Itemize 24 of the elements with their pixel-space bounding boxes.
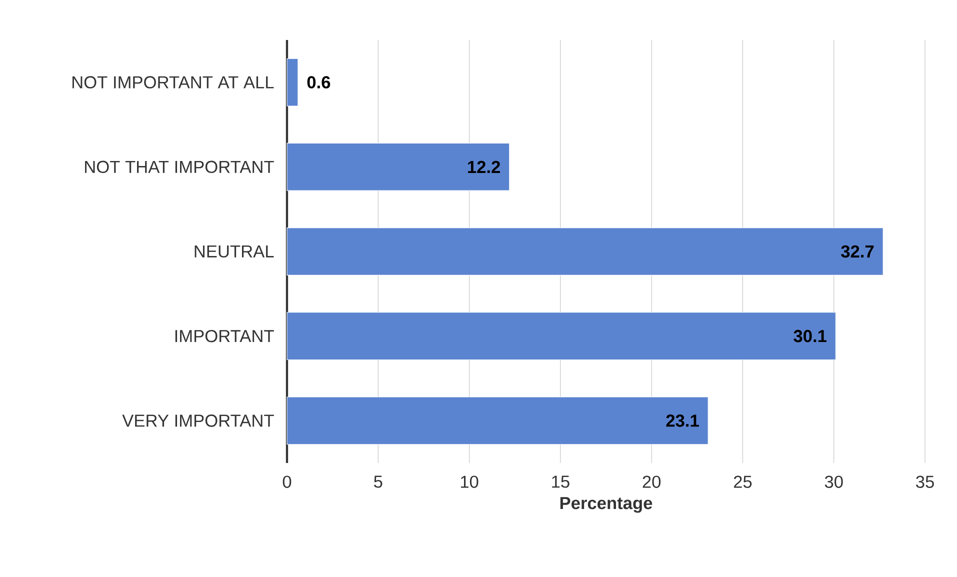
x-tick-label: 20	[642, 476, 661, 488]
x-tick-label: 15	[552, 476, 570, 488]
bar	[286, 58, 298, 106]
y-tick-label: VERY IMPORTANT	[122, 414, 274, 427]
bar	[286, 228, 884, 276]
x-tick-label: 5	[374, 476, 382, 488]
y-tick-label: NEUTRAL	[194, 245, 274, 258]
data-label: 30.1	[794, 330, 826, 342]
y-tick-label: IMPORTANT	[175, 330, 274, 342]
data-label: 23.1	[666, 414, 699, 427]
data-label: 32.7	[841, 245, 874, 258]
y-tick-label: NOT THAT IMPORTANT	[85, 160, 274, 174]
y-tick-label: NOT IMPORTANT AT ALL	[72, 76, 274, 88]
x-axis-title: Percentage	[560, 497, 652, 513]
x-tick-label: 30	[824, 476, 843, 488]
x-tick-label: 0	[282, 476, 292, 488]
x-tick-label: 25	[734, 476, 752, 488]
bar	[286, 312, 836, 360]
x-tick-label: 10	[460, 476, 478, 488]
bar	[286, 142, 510, 191]
data-label: 0.6	[307, 76, 330, 88]
x-tick-label: 35	[916, 476, 934, 488]
bar	[286, 396, 708, 445]
data-label: 12.2	[468, 160, 500, 173]
